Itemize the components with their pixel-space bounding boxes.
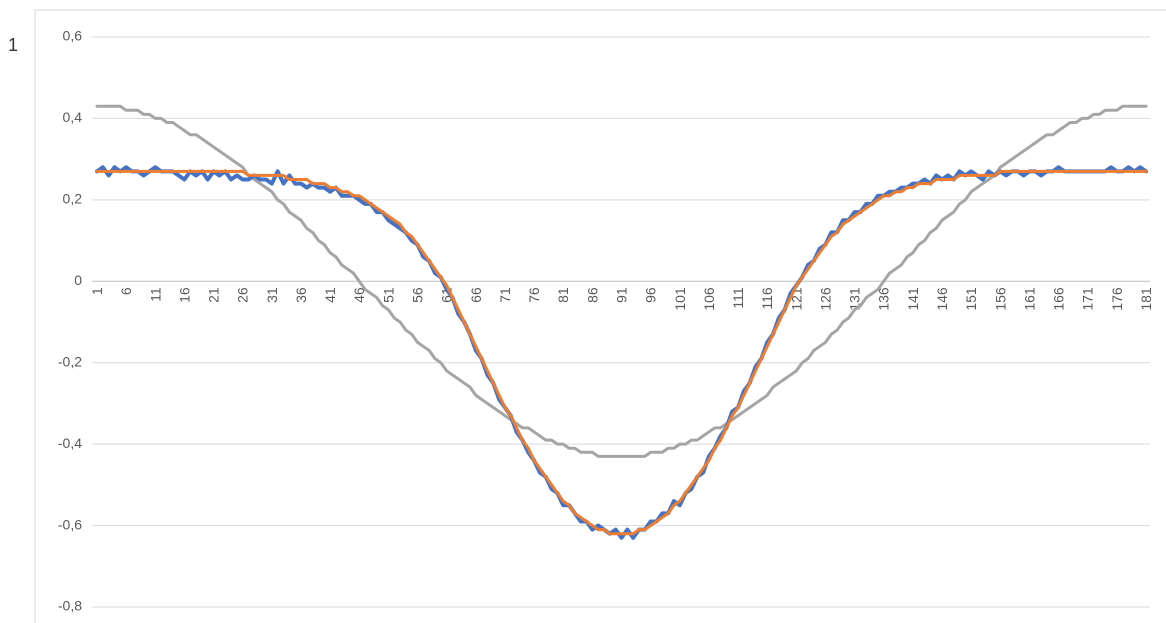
y-tick-label: 0,6 xyxy=(63,28,83,44)
x-tick-label: 16 xyxy=(176,287,192,303)
x-tick-label: 36 xyxy=(293,287,309,303)
x-tick-label: 131 xyxy=(847,287,863,311)
x-tick-label: 26 xyxy=(235,287,251,303)
x-tick-label: 151 xyxy=(963,287,979,311)
x-tick-label: 176 xyxy=(1109,287,1125,311)
x-tick-label: 111 xyxy=(730,287,746,308)
x-tick-label: 126 xyxy=(817,287,833,311)
x-tick-label: 86 xyxy=(584,287,600,303)
x-tick-label: 1 xyxy=(89,287,105,295)
x-tick-label: 181 xyxy=(1138,287,1154,311)
y-tick-label: -0,6 xyxy=(58,516,82,532)
x-tick-label: 31 xyxy=(264,287,280,303)
series-line xyxy=(95,169,1148,536)
x-tick-label: 91 xyxy=(614,287,630,303)
x-tick-label: 51 xyxy=(380,287,396,303)
y-tick-label: 0,2 xyxy=(63,191,83,207)
x-tick-label: 21 xyxy=(206,287,222,303)
x-tick-label: 141 xyxy=(905,287,921,311)
x-tick-label: 106 xyxy=(701,287,717,311)
corner-text: 1 xyxy=(8,35,18,55)
x-tick-label: 56 xyxy=(410,287,426,303)
x-tick-label: 71 xyxy=(497,287,513,303)
y-tick-label: 0,4 xyxy=(63,109,83,125)
series-line xyxy=(95,104,1148,458)
x-tick-label: 116 xyxy=(759,287,775,310)
series-line xyxy=(95,165,1148,540)
x-tick-label: 101 xyxy=(672,287,688,311)
y-tick-label: -0,4 xyxy=(58,435,82,451)
x-tick-label: 156 xyxy=(992,287,1008,311)
y-tick-label: -0,2 xyxy=(58,353,82,369)
x-tick-label: 96 xyxy=(643,287,659,303)
x-tick-label: 76 xyxy=(526,287,542,303)
x-tick-label: 161 xyxy=(1021,287,1037,311)
x-tick-label: 146 xyxy=(934,287,950,311)
x-tick-label: 81 xyxy=(555,287,571,303)
y-tick-label: -0,8 xyxy=(58,598,82,614)
y-tick-label: 0 xyxy=(74,272,82,288)
x-tick-label: 11 xyxy=(147,287,163,302)
x-tick-label: 46 xyxy=(351,287,367,303)
x-tick-label: 66 xyxy=(468,287,484,303)
x-tick-label: 171 xyxy=(1080,287,1096,311)
x-tick-label: 6 xyxy=(118,287,134,295)
x-tick-label: 166 xyxy=(1051,287,1067,311)
x-tick-label: 41 xyxy=(322,287,338,303)
x-tick-label: 136 xyxy=(876,287,892,311)
